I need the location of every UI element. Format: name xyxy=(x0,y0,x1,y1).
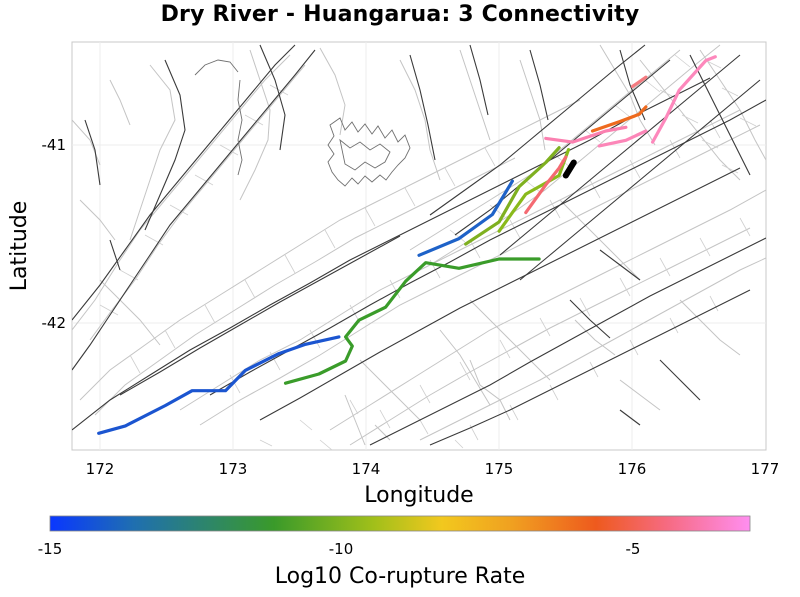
x-tick-label: 177 xyxy=(751,460,780,478)
rupture-pink-2 xyxy=(650,55,717,144)
rupture-segments xyxy=(97,55,717,435)
x-axis-title: Longitude xyxy=(364,483,473,508)
rupture-pink-3 xyxy=(597,129,648,148)
rupture-green-long xyxy=(283,257,541,385)
rupture-salmon-2 xyxy=(630,75,648,89)
y-axis-title: Latitude xyxy=(7,201,32,292)
colorbar-tick-label: -5 xyxy=(626,540,641,558)
rupture-source-fault xyxy=(562,159,577,179)
x-axis: 172 173 174 175 176 177 Longitude xyxy=(86,460,780,508)
map-title: Dry River - Huangarua: 3 Connectivity xyxy=(160,2,640,27)
colorbar-gradient xyxy=(49,515,751,532)
rupture-olive-1 xyxy=(464,146,561,246)
fault-traces xyxy=(72,44,766,446)
colorbar: -15 -10 -5 Log10 Co-rupture Rate xyxy=(38,515,751,589)
x-tick-label: 174 xyxy=(352,460,381,478)
coastline xyxy=(194,59,411,187)
rupture-pink-1 xyxy=(544,125,628,144)
plot-area xyxy=(71,41,767,451)
y-axis: -41 -42 Latitude xyxy=(7,136,66,332)
rupture-blue-mid xyxy=(417,179,515,257)
rupture-salmon-1 xyxy=(524,155,568,215)
colorbar-tick-label: -15 xyxy=(38,540,63,558)
x-tick-label: 172 xyxy=(86,460,115,478)
x-tick-label: 175 xyxy=(485,460,514,478)
rupture-orange-1 xyxy=(590,105,648,133)
y-tick-label: -42 xyxy=(42,314,67,332)
rupture-olive-2 xyxy=(497,148,571,233)
colorbar-tick-label: -10 xyxy=(329,540,354,558)
colorbar-title: Log10 Co-rupture Rate xyxy=(275,564,526,589)
rupture-blue-west xyxy=(97,335,341,435)
grid-lines xyxy=(72,42,766,450)
x-tick-label: 176 xyxy=(618,460,647,478)
x-tick-label: 173 xyxy=(219,460,248,478)
y-tick-label: -41 xyxy=(42,136,67,154)
